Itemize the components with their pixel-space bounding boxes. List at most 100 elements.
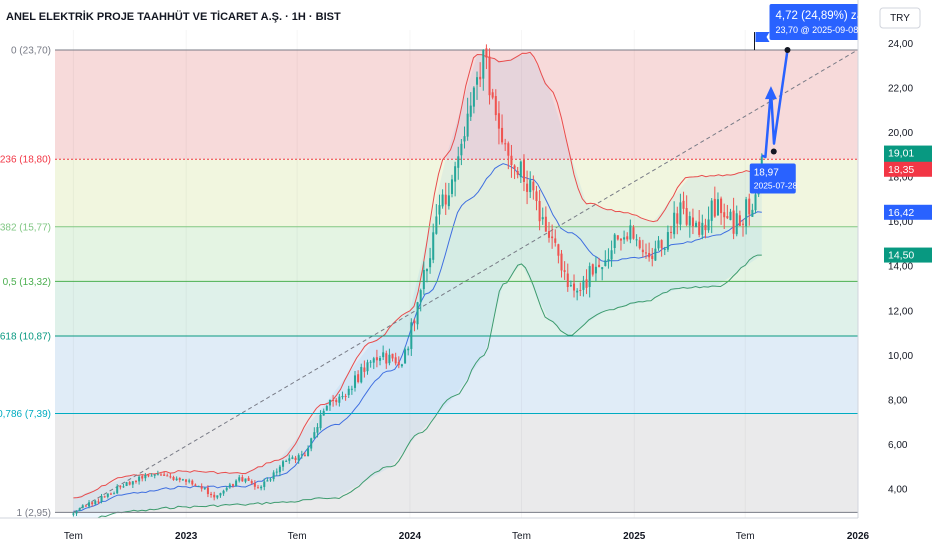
candle-body xyxy=(613,234,616,249)
candle-body xyxy=(532,181,535,191)
candle xyxy=(172,475,175,481)
candle-body xyxy=(200,486,203,489)
candle xyxy=(707,206,710,233)
candle xyxy=(103,495,106,498)
candle xyxy=(369,360,372,368)
candle xyxy=(623,230,626,244)
x-tick-label: 2023 xyxy=(175,531,198,542)
candle-body xyxy=(491,92,494,98)
candle xyxy=(541,207,544,225)
candle-body xyxy=(413,320,416,324)
candle xyxy=(210,491,213,498)
y-tick-label: 20,00 xyxy=(888,128,913,139)
candle xyxy=(357,370,360,384)
candle-body xyxy=(407,348,410,351)
candle-body xyxy=(682,200,685,209)
candle xyxy=(463,126,466,149)
candle-body xyxy=(228,484,231,488)
candle-body xyxy=(144,474,147,479)
candle xyxy=(670,225,673,239)
candle xyxy=(726,204,729,220)
candle xyxy=(372,356,375,370)
candle xyxy=(510,144,513,178)
candle xyxy=(438,194,441,225)
candle xyxy=(382,345,385,361)
currency-label: TRY xyxy=(890,13,910,24)
candle xyxy=(391,353,394,362)
y-tick-label: 10,00 xyxy=(888,351,913,362)
candle xyxy=(422,261,425,295)
candle-body xyxy=(419,290,422,303)
price-badge-text: 16,42 xyxy=(888,207,914,219)
candle-body xyxy=(497,113,500,129)
bb-fill xyxy=(73,52,762,523)
candle-body xyxy=(472,87,475,107)
candle-body xyxy=(332,399,335,401)
candle-body xyxy=(623,237,626,240)
x-tick-label: Tem xyxy=(736,531,755,542)
candle-body xyxy=(325,406,328,411)
candle xyxy=(447,182,450,210)
candle-body xyxy=(266,480,269,482)
candle-body xyxy=(713,198,716,217)
candle-body xyxy=(710,200,713,221)
candle-body xyxy=(754,194,757,211)
fib-label: 0,382 (15,77) xyxy=(0,222,51,233)
candle xyxy=(256,484,260,489)
candle-body xyxy=(607,259,610,262)
candle xyxy=(723,203,726,230)
candle xyxy=(538,189,541,231)
fib-zone xyxy=(55,226,858,282)
candle xyxy=(526,170,529,205)
candle xyxy=(560,249,563,278)
candle-body xyxy=(338,396,341,403)
candle-body xyxy=(588,266,591,287)
candle xyxy=(84,504,87,507)
candle-body xyxy=(641,249,644,253)
candle-body xyxy=(166,475,169,477)
candle xyxy=(260,485,263,491)
candle-body xyxy=(432,232,435,260)
candle xyxy=(169,473,172,479)
candle xyxy=(263,478,266,491)
candle-body xyxy=(141,476,144,479)
candle-body xyxy=(400,364,403,367)
candle xyxy=(128,480,131,486)
candle-body xyxy=(629,225,632,240)
x-tick-label: 2026 xyxy=(847,531,870,542)
candle xyxy=(457,146,460,180)
candle-body xyxy=(660,240,663,249)
candle xyxy=(235,479,238,487)
candle-body xyxy=(250,481,253,484)
candle xyxy=(404,346,407,364)
candle xyxy=(347,385,350,399)
candle-body xyxy=(447,195,450,207)
candle xyxy=(410,318,413,356)
candle-body xyxy=(485,48,488,58)
candle xyxy=(513,164,516,180)
y-tick-label: 14,00 xyxy=(888,262,913,273)
candle xyxy=(582,275,585,297)
candle xyxy=(285,459,288,462)
projection-start-dot xyxy=(770,148,777,155)
candle-body xyxy=(526,183,529,192)
candle-body xyxy=(375,357,378,361)
candle xyxy=(522,154,525,192)
candle xyxy=(638,236,641,250)
candle xyxy=(425,268,428,283)
projection-arrow xyxy=(764,86,777,100)
candle-body xyxy=(579,289,582,291)
candle-body xyxy=(97,501,100,503)
candle-body xyxy=(244,478,247,482)
candle xyxy=(745,196,748,235)
candle-body xyxy=(316,427,319,433)
candle xyxy=(501,114,504,145)
price-badge xyxy=(884,204,932,220)
candle xyxy=(479,62,482,88)
candle-body xyxy=(138,476,141,482)
candle xyxy=(78,507,81,512)
candle xyxy=(250,479,253,485)
candle-body xyxy=(169,476,172,478)
candle-body xyxy=(404,349,407,364)
